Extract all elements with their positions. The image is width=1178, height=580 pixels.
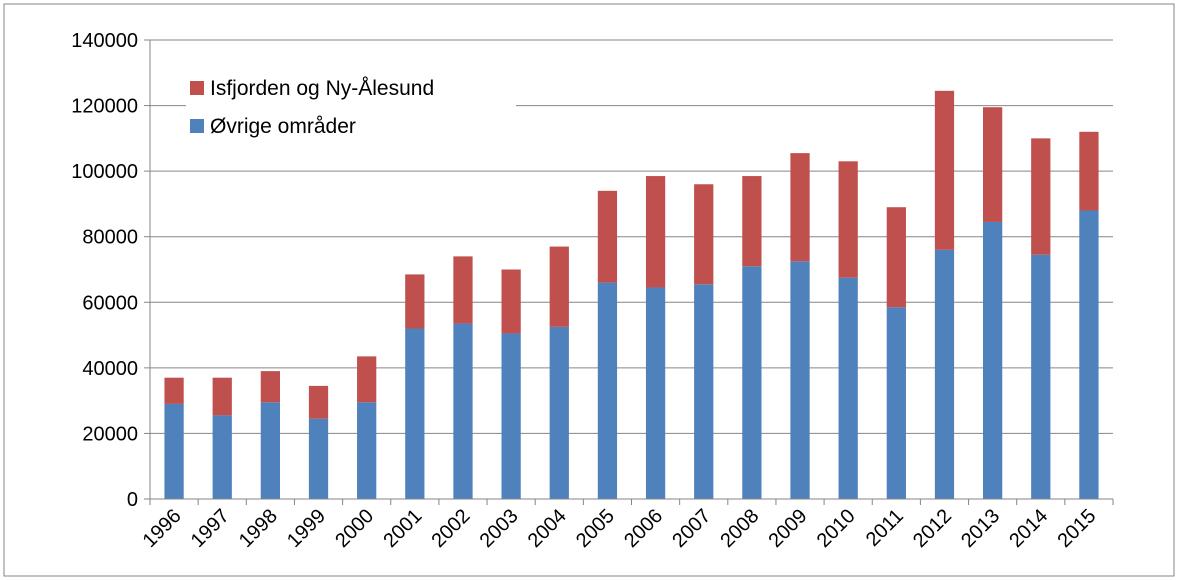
bar-isfjorden-2009 (790, 153, 809, 261)
bar-isfjorden-2015 (1079, 132, 1098, 211)
bar-ovrige-2000 (357, 402, 376, 499)
bar-isfjorden-2006 (646, 176, 665, 287)
y-tick-label: 120000 (71, 96, 138, 118)
bar-ovrige-2012 (935, 250, 954, 499)
bar-ovrige-2009 (790, 261, 809, 499)
bar-ovrige-2006 (646, 288, 665, 499)
bar-ovrige-2007 (694, 284, 713, 499)
y-tick-label: 0 (127, 489, 138, 511)
bar-ovrige-2014 (1031, 255, 1050, 499)
legend: Isfjorden og Ny-Ålesund Øvrige områder (186, 72, 516, 152)
bar-ovrige-2010 (839, 278, 858, 499)
bar-ovrige-1996 (164, 404, 183, 499)
bar-isfjorden-2003 (501, 270, 520, 334)
legend-swatch-isfjorden (190, 81, 204, 95)
bar-isfjorden-2010 (839, 161, 858, 277)
bar-ovrige-2003 (501, 333, 520, 499)
bar-isfjorden-1999 (309, 386, 328, 419)
y-tick-label: 80000 (82, 227, 138, 249)
bar-isfjorden-2004 (550, 247, 569, 327)
y-tick-label: 40000 (82, 358, 138, 380)
bar-isfjorden-2008 (742, 176, 761, 266)
bar-isfjorden-2014 (1031, 138, 1050, 254)
bar-ovrige-2002 (453, 324, 472, 499)
bar-isfjorden-2001 (405, 274, 424, 328)
bar-isfjorden-1997 (213, 378, 232, 416)
bar-ovrige-2004 (550, 327, 569, 499)
legend-swatch-ovrige (190, 119, 204, 133)
bar-ovrige-2008 (742, 266, 761, 499)
bar-ovrige-2013 (983, 222, 1002, 499)
bar-ovrige-1998 (261, 402, 280, 499)
bar-isfjorden-2012 (935, 91, 954, 250)
bar-ovrige-2015 (1079, 210, 1098, 499)
y-tick-label: 100000 (71, 161, 138, 183)
bar-isfjorden-2002 (453, 256, 472, 323)
legend-label-isfjorden: Isfjorden og Ny-Ålesund (210, 77, 434, 100)
bar-isfjorden-2011 (887, 207, 906, 307)
y-tick-label: 140000 (71, 30, 138, 52)
bar-isfjorden-2005 (598, 191, 617, 283)
y-tick-label: 20000 (82, 423, 138, 445)
bar-ovrige-2011 (887, 307, 906, 499)
bar-ovrige-2005 (598, 283, 617, 499)
legend-label-ovrige: Øvrige områder (210, 115, 356, 138)
bar-ovrige-1999 (309, 419, 328, 499)
bar-ovrige-1997 (213, 415, 232, 499)
bar-isfjorden-1998 (261, 371, 280, 402)
bar-ovrige-2001 (405, 329, 424, 499)
y-tick-label: 60000 (82, 292, 138, 314)
bar-isfjorden-2007 (694, 184, 713, 284)
bar-isfjorden-1996 (164, 378, 183, 404)
bar-isfjorden-2013 (983, 107, 1002, 222)
bar-isfjorden-2000 (357, 356, 376, 402)
